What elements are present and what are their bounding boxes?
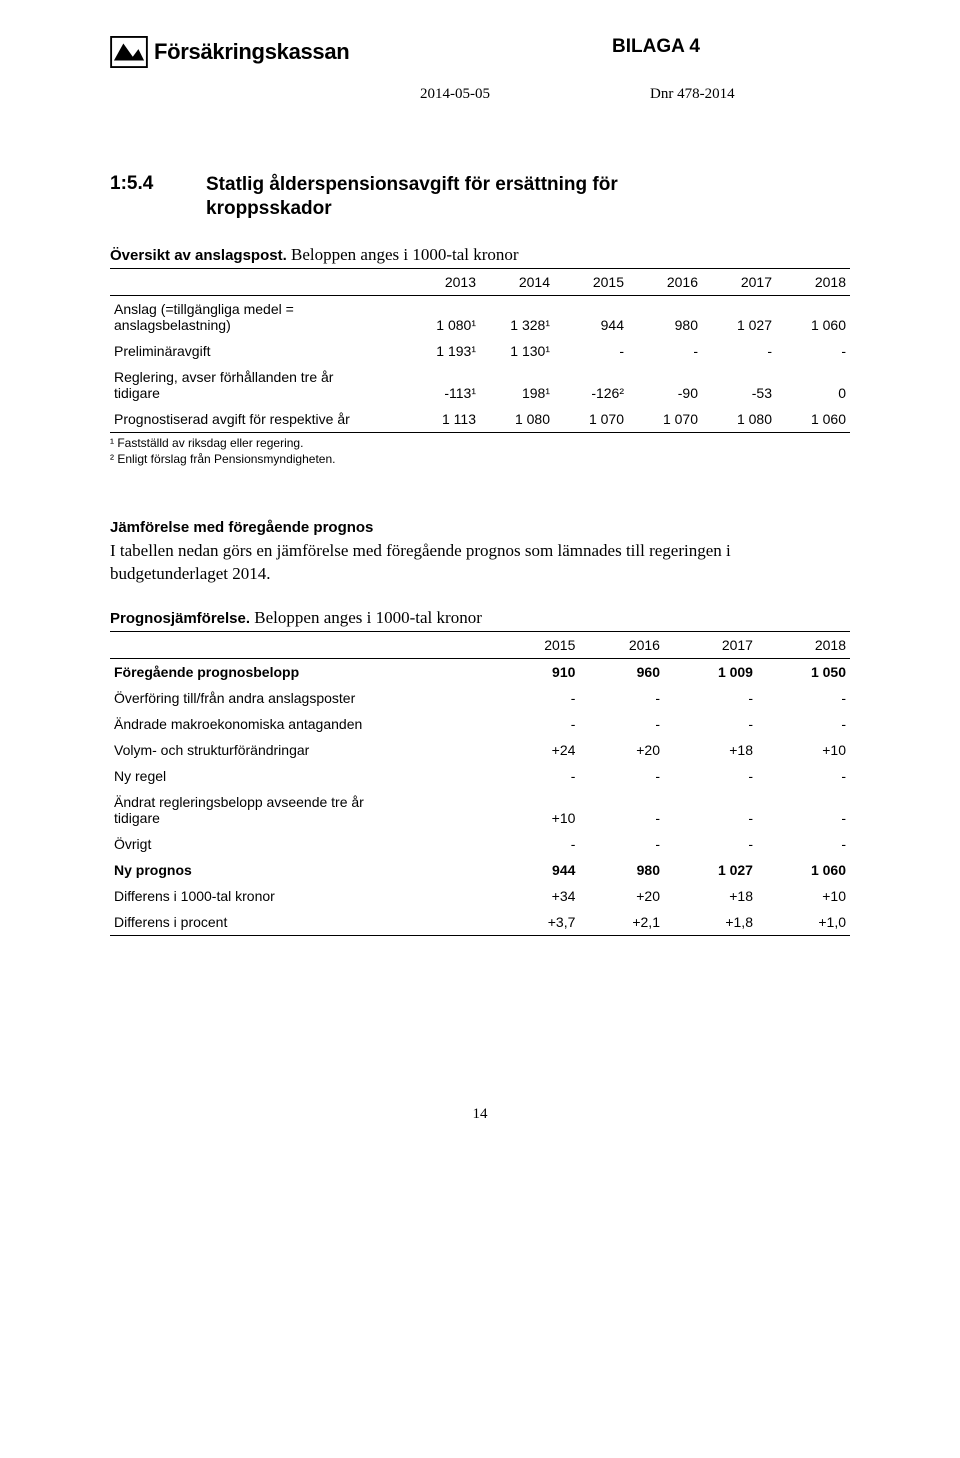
section-title-line2: kroppsskador xyxy=(206,198,332,219)
year-2018: 2018 xyxy=(757,631,850,658)
row-label: Differens i procent xyxy=(110,909,495,936)
row-label: Ny prognos xyxy=(110,857,495,883)
table-row: Prognostiserad avgift för respektive år … xyxy=(110,406,850,433)
table-row: Överföring till/från andra anslagsposter… xyxy=(110,685,850,711)
table-row: Volym- och strukturförändringar +24 +20 … xyxy=(110,737,850,763)
page-header: Försäkringskassan BILAGA 4 xyxy=(110,36,850,68)
table-header-row: 2013 2014 2015 2016 2017 2018 xyxy=(110,268,850,295)
table1-caption-plain: Beloppen anges i 1000-tal kronor xyxy=(287,245,519,264)
row-label: Föregående prognosbelopp xyxy=(110,658,495,685)
document-date: 2014-05-05 xyxy=(420,86,650,103)
comparison-heading: Jämförelse med föregående prognos xyxy=(110,519,850,536)
table-header-row: 2015 2016 2017 2018 xyxy=(110,631,850,658)
row-label: Övrigt xyxy=(110,831,495,857)
comparison-paragraph: I tabellen nedan görs en jämförelse med … xyxy=(110,540,850,586)
table2-caption: Prognosjämförelse. Beloppen anges i 1000… xyxy=(110,608,850,628)
year-2015: 2015 xyxy=(495,631,580,658)
attachment-label: BILAGA 4 xyxy=(612,36,700,58)
footnote-2: ² Enligt förslag från Pensionsmyndighete… xyxy=(110,451,850,467)
row-label: Ändrat regleringsbelopp avseende tre år … xyxy=(110,789,495,831)
table-row: Ändrat regleringsbelopp avseende tre år … xyxy=(110,789,850,831)
year-2014: 2014 xyxy=(480,268,554,295)
table1-caption-bold: Översikt av anslagspost. xyxy=(110,247,287,264)
row-label: Anslag (=tillgängliga medel = anslagsbel… xyxy=(110,295,406,338)
document-dnr: Dnr 478-2014 xyxy=(650,86,735,103)
row-label: Volym- och strukturförändringar xyxy=(110,737,495,763)
comparison-table: 2015 2016 2017 2018 Föregående prognosbe… xyxy=(110,631,850,936)
table-row: Ny prognos 944 980 1 027 1 060 xyxy=(110,857,850,883)
section-number: 1:5.4 xyxy=(110,173,206,221)
table2-body: Föregående prognosbelopp 910 960 1 009 1… xyxy=(110,658,850,935)
section-title-line1: Statlig ålderspensionsavgift för ersättn… xyxy=(206,174,618,195)
table1-footnotes: ¹ Fastställd av riksdag eller regering. … xyxy=(110,435,850,467)
table-row: Differens i procent +3,7 +2,1 +1,8 +1,0 xyxy=(110,909,850,936)
table2-caption-bold: Prognosjämförelse. xyxy=(110,610,250,627)
footnote-1: ¹ Fastställd av riksdag eller regering. xyxy=(110,435,850,451)
table-row: Reglering, avser förhållanden tre år tid… xyxy=(110,364,850,406)
row-label: Överföring till/från andra anslagsposter xyxy=(110,685,495,711)
document-meta: 2014-05-05 Dnr 478-2014 xyxy=(110,86,850,103)
table1-caption: Översikt av anslagspost. Beloppen anges … xyxy=(110,245,850,265)
page-number: 14 xyxy=(110,1106,850,1123)
row-label: Preliminäravgift xyxy=(110,338,406,364)
row-label: Ändrade makroekonomiska antaganden xyxy=(110,711,495,737)
table-row: Ändrade makroekonomiska antaganden - - -… xyxy=(110,711,850,737)
brand-name: Försäkringskassan xyxy=(154,39,349,65)
year-2013: 2013 xyxy=(406,268,480,295)
section-heading: 1:5.4 Statlig ålderspensionsavgift för e… xyxy=(110,173,850,221)
year-2016: 2016 xyxy=(579,631,664,658)
year-2017: 2017 xyxy=(664,631,757,658)
year-2016: 2016 xyxy=(628,268,702,295)
row-label: Prognostiserad avgift för respektive år xyxy=(110,406,406,433)
year-2018: 2018 xyxy=(776,268,850,295)
table1-body: Anslag (=tillgängliga medel = anslagsbel… xyxy=(110,295,850,432)
table2-caption-plain: Beloppen anges i 1000-tal kronor xyxy=(250,608,482,627)
document-page: Försäkringskassan BILAGA 4 2014-05-05 Dn… xyxy=(0,0,960,1458)
year-2015: 2015 xyxy=(554,268,628,295)
section-title: Statlig ålderspensionsavgift för ersättn… xyxy=(206,173,618,221)
table-row: Föregående prognosbelopp 910 960 1 009 1… xyxy=(110,658,850,685)
brand-logo-block: Försäkringskassan xyxy=(110,36,349,68)
table-row: Anslag (=tillgängliga medel = anslagsbel… xyxy=(110,295,850,338)
row-label: Reglering, avser förhållanden tre år tid… xyxy=(110,364,406,406)
table-row: Ny regel - - - - xyxy=(110,763,850,789)
row-label: Differens i 1000-tal kronor xyxy=(110,883,495,909)
table-row: Preliminäravgift 1 193¹ 1 130¹ - - - - xyxy=(110,338,850,364)
forsakringskassan-logo-icon xyxy=(110,36,148,68)
row-label: Ny regel xyxy=(110,763,495,789)
year-2017: 2017 xyxy=(702,268,776,295)
overview-table: 2013 2014 2015 2016 2017 2018 Anslag (=t… xyxy=(110,268,850,433)
table-row: Övrigt - - - - xyxy=(110,831,850,857)
table-row: Differens i 1000-tal kronor +34 +20 +18 … xyxy=(110,883,850,909)
